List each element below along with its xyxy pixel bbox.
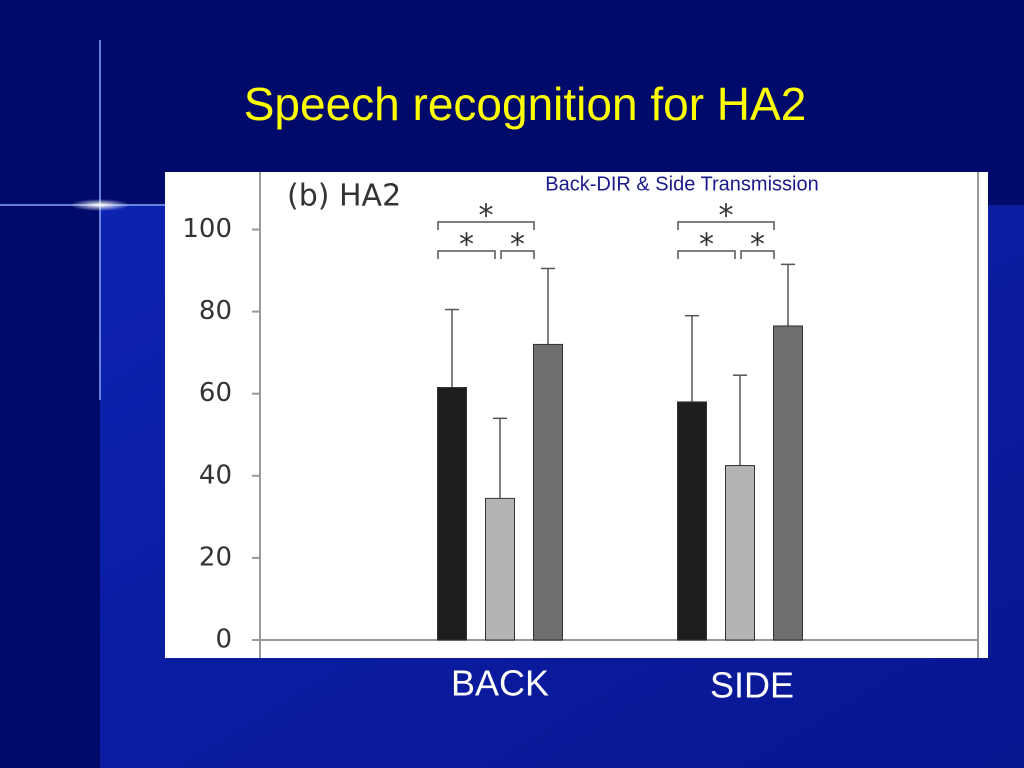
y-tick-label: 60 [199,378,232,408]
significance-bracket [437,221,535,230]
y-tick-label: 20 [199,542,232,572]
bar [485,497,515,641]
y-tick-label: 80 [199,296,232,326]
panel-label: (b) HA2 [287,179,401,214]
significance-label: * [750,228,765,263]
bar [437,387,467,641]
x-tick-label: SIDE [710,665,794,706]
significance-label: * [459,228,474,263]
slide-title: Speech recognition for HA2 [244,78,807,130]
bar [533,343,563,641]
significance-bracket [740,250,775,259]
bar [773,325,803,641]
significance-label: * [719,199,734,234]
significance-bracket [437,250,496,259]
significance-bracket [677,250,736,259]
significance-label: * [510,228,525,263]
y-tick-label: 0 [215,625,232,655]
significance-label: * [699,228,714,263]
significance-bracket [677,221,775,230]
chart-subtitle: Back-DIR & Side Transmission [545,173,818,195]
y-tick-label: 40 [199,460,232,490]
significance-bracket [500,250,535,259]
y-tick-label: 100 [182,214,232,244]
flare [70,199,130,211]
bar [677,401,707,641]
x-tick-label: BACK [451,663,549,704]
chart-panel [165,172,988,658]
bar [725,465,755,641]
significance-label: * [479,199,494,234]
